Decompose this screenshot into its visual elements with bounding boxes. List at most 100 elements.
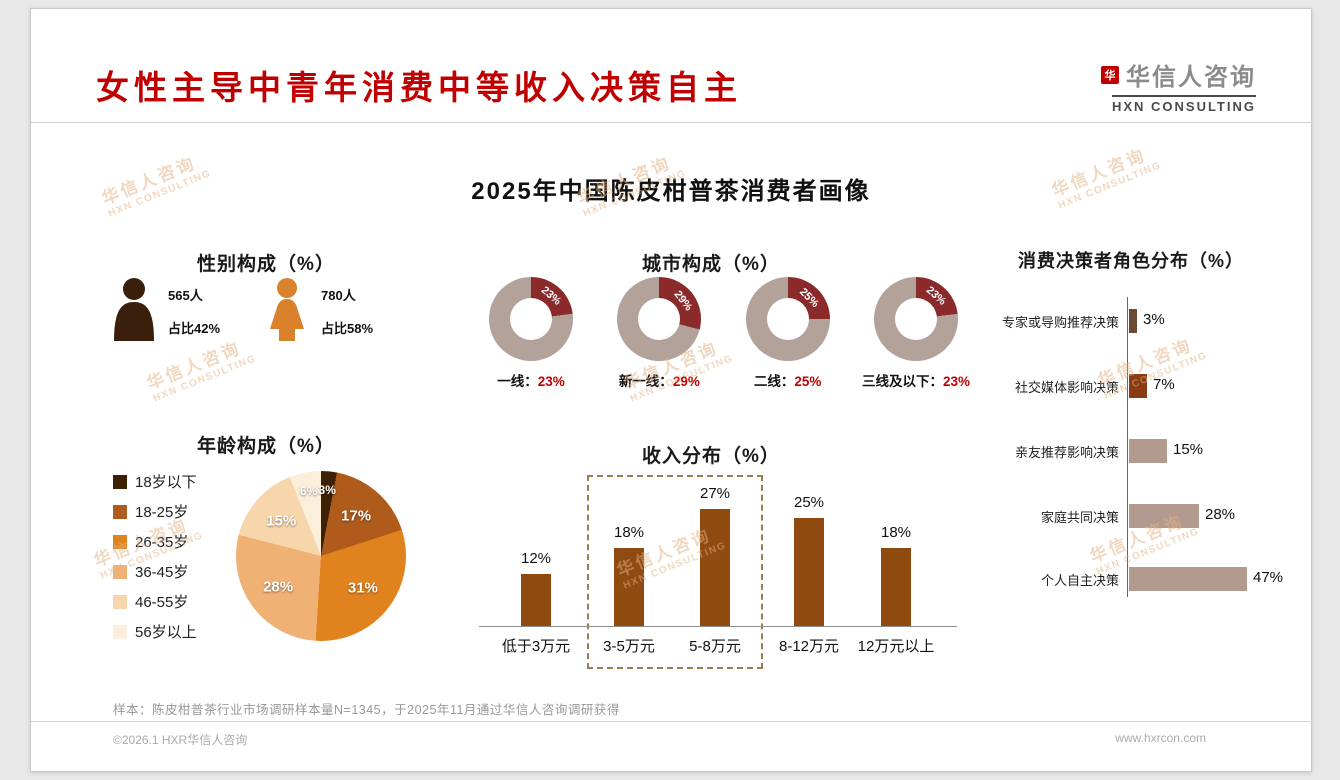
income-category-label: 3-5万元: [603, 638, 655, 655]
decision-chart: 专家或导购推荐决策 3% 社交媒体影响决策 7% 亲友推荐影响决策 15% 家庭共同决策 28…: [971, 289, 1311, 619]
decision-category-label: 家庭共同决策: [1040, 510, 1119, 525]
gender-female-block: 780人 占比58%: [262, 277, 373, 346]
slide: 华信人咨询 HXN CONSULTING 华信人咨询 HXN CONSULTING 华信…: [30, 8, 1312, 772]
footer-website: www.hxrcon.com: [1115, 731, 1206, 745]
donut-caption: 三线及以下：23%: [856, 370, 976, 391]
gender-heading: 性别构成（%）: [197, 254, 335, 275]
age-pie-wrap: 3% 17% 31% 28% 15% 6%: [231, 464, 421, 654]
income-bar: [521, 574, 551, 626]
age-legend-item: 46-55岁: [113, 591, 197, 612]
legend-swatch: [113, 504, 127, 519]
company-logo: 华 华信人咨询 HXN CONSULTING: [1101, 57, 1256, 116]
decision-bar: [1129, 567, 1247, 591]
decision-bar-value: 3%: [1143, 311, 1165, 328]
decision-bar: [1129, 439, 1167, 463]
income-category-label: 12万元以上: [857, 638, 935, 655]
male-count: 565人: [168, 288, 203, 303]
income-axis: [479, 626, 957, 627]
decision-bar: [1129, 504, 1199, 528]
donut-ring: 25%: [745, 277, 830, 361]
donut-ring: 29%: [617, 277, 702, 361]
decision-category-label: 个人自主决策: [1040, 573, 1119, 588]
income-category-label: 8-12万元: [778, 638, 840, 655]
legend-swatch: [113, 594, 127, 609]
decision-bar-value: 7%: [1153, 376, 1175, 393]
decision-bar: [1129, 309, 1137, 333]
logo-mark-icon: 华: [1101, 65, 1119, 84]
legend-swatch: [113, 534, 127, 549]
pie-slice-label: 31%: [347, 579, 378, 597]
donut-hole: [894, 298, 937, 340]
age-pie: [236, 471, 406, 641]
city-donut: 23% 一线：23%: [471, 277, 591, 391]
female-count: 780人: [321, 288, 356, 303]
footer-divider: [31, 721, 1311, 722]
donut-caption-label: 一线：: [497, 374, 538, 389]
age-legend-label: 36-45岁: [135, 564, 189, 581]
income-category-label: 5-8万元: [689, 638, 741, 655]
donut-caption-value: 23%: [537, 374, 565, 389]
donut-caption: 一线：23%: [471, 370, 591, 391]
sample-note: 样本：陈皮柑普茶行业市场调研样本量N=1345，于2025年11月通过华信人咨询…: [113, 703, 620, 717]
decision-bar: [1129, 374, 1147, 398]
donut-hole: [638, 298, 681, 340]
decision-bar-value: 15%: [1173, 441, 1204, 458]
age-legend-label: 26-35岁: [135, 534, 189, 551]
pie-slice-label: 17%: [341, 507, 372, 525]
age-legend-label: 56岁以上: [135, 624, 197, 641]
city-donut-row: 23% 一线：23% 29% 新一线：29% 25% 二线：25% 23% 三线及以下：23%: [471, 277, 976, 391]
income-bar: [881, 548, 911, 626]
income-bar-value: 25%: [793, 494, 825, 511]
logo-subtitle: HXN CONSULTING: [1111, 95, 1256, 114]
decision-heading: 消费决策者角色分布（%）: [1017, 251, 1244, 271]
pie-slice-label: 3%: [318, 483, 336, 498]
income-bar: [614, 548, 644, 626]
donut-caption-label: 二线：: [753, 374, 795, 389]
income-highlight-box: [587, 475, 763, 669]
city-heading: 城市构成（%）: [642, 254, 780, 275]
female-share: 占比58%: [321, 321, 374, 336]
city-donut: 25% 二线：25%: [728, 277, 848, 391]
age-legend-item: 36-45岁: [113, 561, 197, 582]
income-category-label: 低于3万元: [501, 638, 571, 655]
decision-bar-value: 47%: [1253, 569, 1284, 586]
city-donut: 29% 新一线：29%: [599, 277, 719, 391]
decision-category-label: 专家或导购推荐决策: [1001, 315, 1119, 330]
age-legend-label: 18-25岁: [135, 504, 189, 521]
donut-caption: 二线：25%: [728, 370, 848, 391]
donut-caption-label: 新一线：: [618, 374, 673, 389]
decision-category-label: 社交媒体影响决策: [1014, 380, 1119, 395]
logo-name: 华信人咨询: [1126, 64, 1256, 91]
pie-slice-label: 6%: [299, 484, 318, 499]
pie-slice-label: 28%: [263, 578, 294, 596]
age-legend-item: 18-25岁: [113, 501, 197, 522]
decision-axis: [1127, 297, 1128, 597]
page-title: 女性主导中青年消费中等收入决策自主: [96, 69, 742, 106]
age-legend-item: 26-35岁: [113, 531, 197, 552]
donut-hole: [766, 298, 809, 340]
donut-caption-value: 25%: [794, 374, 822, 389]
female-icon: [262, 277, 312, 346]
title-divider: [31, 122, 1311, 123]
age-legend-item: 18岁以下: [113, 471, 197, 492]
age-legend-label: 46-55岁: [135, 594, 189, 611]
legend-swatch: [113, 564, 127, 579]
city-donut: 23% 三线及以下：23%: [856, 277, 976, 391]
donut-caption-label: 三线及以下：: [861, 374, 943, 389]
income-heading: 收入分布（%）: [642, 446, 780, 467]
decision-bar-value: 28%: [1205, 506, 1236, 523]
donut-caption-value: 29%: [672, 374, 700, 389]
footer-copyright: ©2026.1 HXR华信人咨询: [113, 733, 248, 747]
income-bar-value: 27%: [699, 485, 731, 502]
pie-slice-label: 15%: [266, 512, 297, 530]
income-bar-value: 18%: [613, 524, 645, 541]
income-bar-value: 12%: [520, 550, 552, 567]
male-share: 占比42%: [168, 321, 221, 336]
legend-swatch: [113, 624, 127, 639]
income-chart: 12% 低于3万元 18% 3-5万元 27% 5-8万元 25% 8-12万元 18% 12万元…: [471, 469, 981, 679]
age-legend: 18岁以下 18-25岁 26-35岁 36-45岁 46-55岁 56岁以上: [113, 471, 197, 651]
watermark-en: HXN CONSULTING: [151, 352, 258, 405]
gender-male-block: 565人 占比42%: [109, 277, 220, 346]
donut-ring: 23%: [489, 277, 573, 361]
income-bar-value: 18%: [880, 524, 912, 541]
